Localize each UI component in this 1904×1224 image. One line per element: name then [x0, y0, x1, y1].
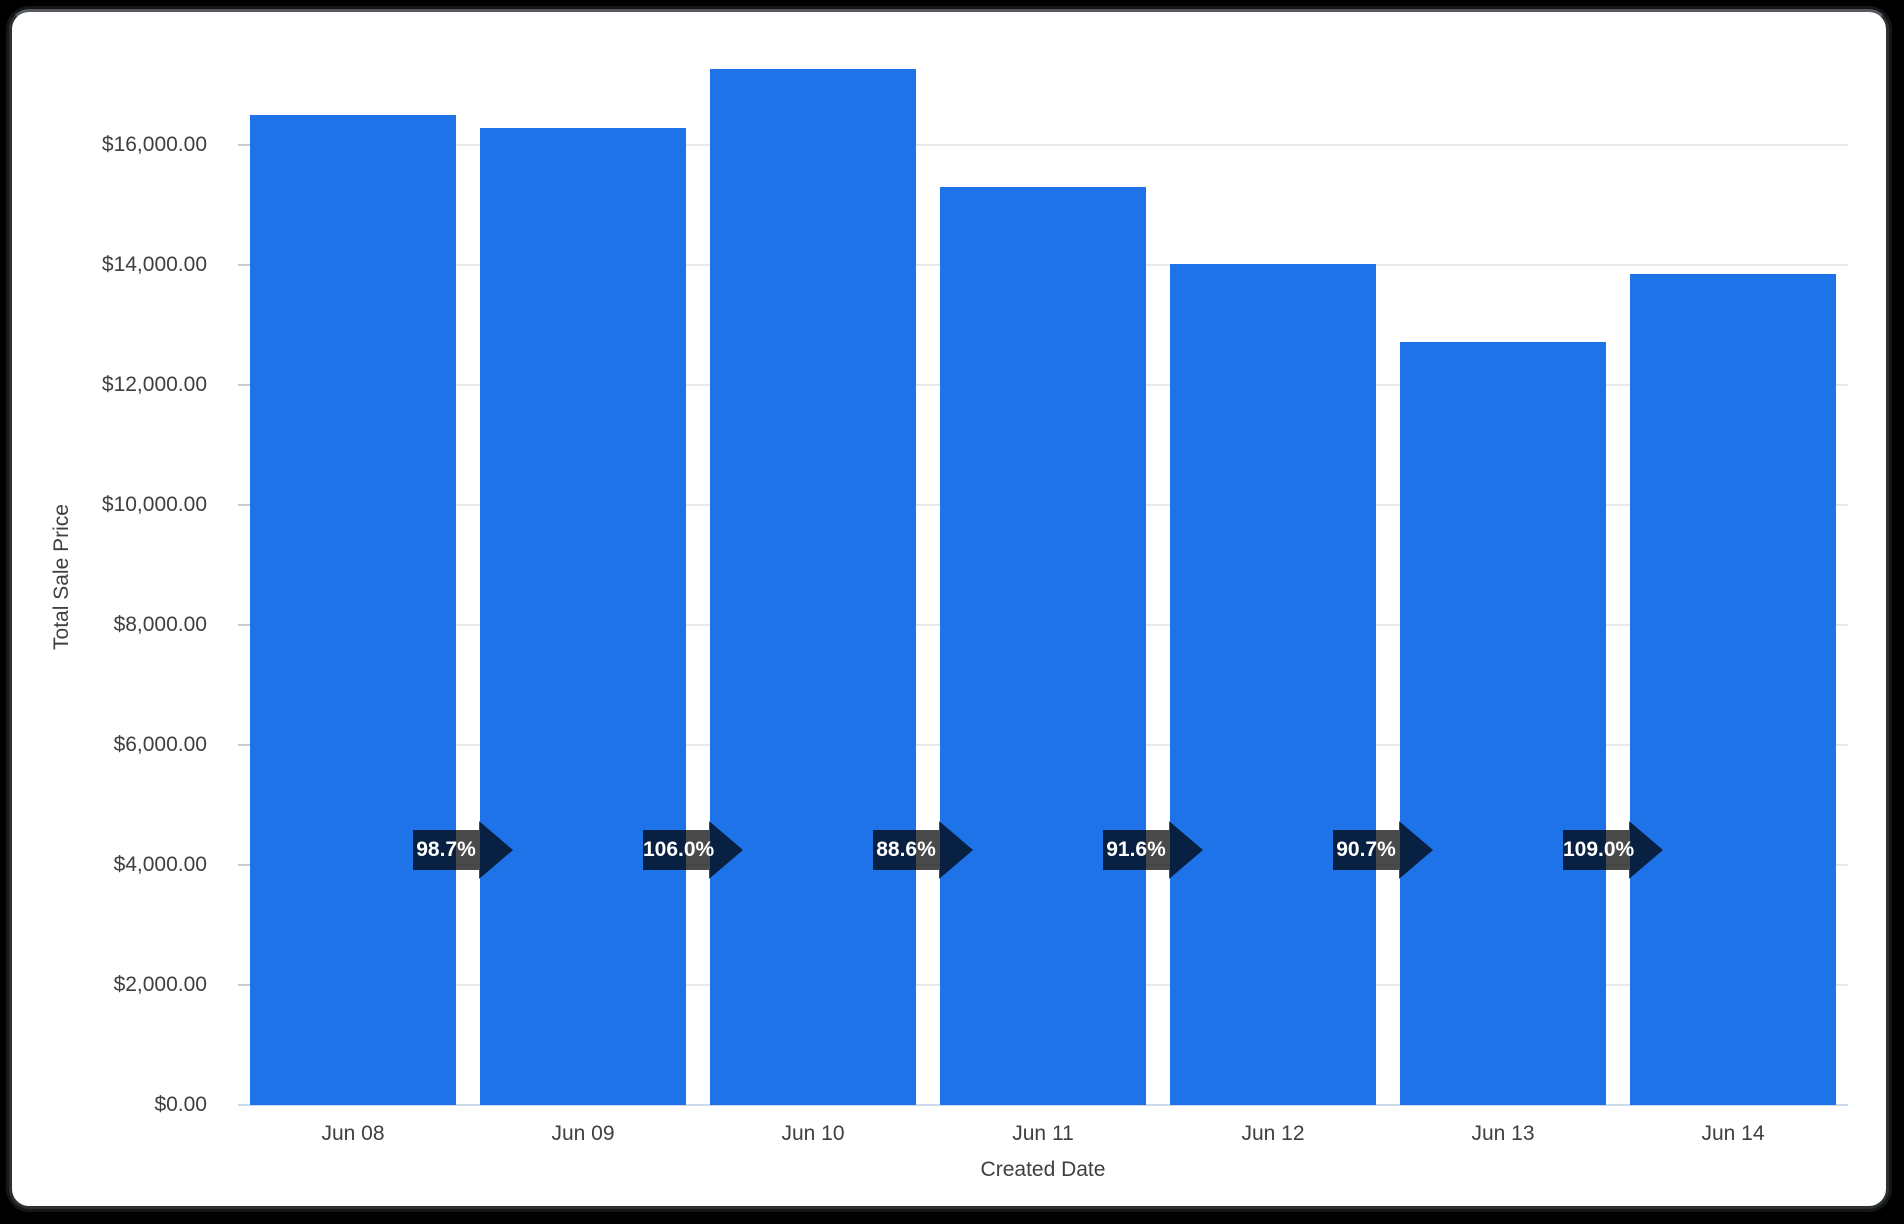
pct-change-arrow: 98.7%: [413, 820, 513, 880]
x-axis-line: [238, 1104, 1848, 1106]
plot-area: [238, 0, 1848, 1106]
y-tick-label: $14,000.00: [101, 253, 207, 276]
pct-change-arrow: 91.6%: [1103, 820, 1203, 880]
y-axis-tick: [238, 504, 251, 506]
pct-change-label: 106.0%: [643, 838, 715, 861]
y-tick-label: $8,000.00: [113, 613, 207, 636]
pct-change-label: 109.0%: [1563, 838, 1635, 861]
y-tick-label: $4,000.00: [113, 853, 207, 876]
x-tick-label: Jun 10: [781, 1122, 845, 1145]
x-tick-label: Jun 11: [1012, 1122, 1074, 1145]
y-tick-label: $0.00: [154, 1093, 207, 1116]
gridline: [238, 144, 1848, 146]
bar-jun-09[interactable]: [480, 128, 686, 1105]
pct-change-arrow: 106.0%: [643, 820, 743, 880]
x-tick-label: Jun 09: [551, 1122, 615, 1145]
bar-jun-14[interactable]: [1630, 274, 1836, 1105]
y-tick-label: $12,000.00: [101, 373, 207, 396]
y-axis-tick: [238, 864, 251, 866]
bar-jun-11[interactable]: [940, 187, 1146, 1105]
pct-change-arrow: 109.0%: [1563, 820, 1663, 880]
y-tick-label: $10,000.00: [101, 493, 207, 516]
arrow-shape-icon: [1563, 821, 1663, 879]
y-tick-label: $16,000.00: [101, 133, 207, 156]
bar-jun-13[interactable]: [1400, 342, 1606, 1105]
y-axis-tick: [238, 384, 251, 386]
pct-change-arrow: 88.6%: [873, 820, 973, 880]
pct-change-label: 90.7%: [1336, 838, 1396, 861]
y-axis-tick: [238, 264, 251, 266]
pct-change-label: 98.7%: [416, 838, 476, 861]
y-axis-tick: [238, 984, 251, 986]
y-axis-tick: [238, 144, 251, 146]
x-tick-label: Jun 12: [1241, 1122, 1305, 1145]
bar-jun-10[interactable]: [710, 69, 916, 1105]
y-tick-label: $6,000.00: [113, 733, 207, 756]
y-tick-label: $2,000.00: [113, 973, 207, 996]
x-axis-title: Created Date: [980, 1158, 1106, 1181]
pct-change-arrow: 90.7%: [1333, 820, 1433, 880]
y-axis-tick: [238, 624, 251, 626]
pct-change-label: 91.6%: [1106, 838, 1166, 861]
x-tick-label: Jun 13: [1471, 1122, 1535, 1145]
bar-jun-12[interactable]: [1170, 264, 1376, 1105]
arrow-shape-icon: [413, 821, 513, 879]
y-axis-tick: [238, 744, 251, 746]
bar-jun-08[interactable]: [250, 115, 456, 1105]
arrow-shape-icon: [873, 821, 973, 879]
arrow-shape-icon: [1333, 821, 1433, 879]
arrow-shape-icon: [1103, 821, 1203, 879]
x-tick-label: Jun 08: [321, 1122, 385, 1145]
arrow-shape-icon: [643, 821, 743, 879]
pct-change-label: 88.6%: [876, 838, 936, 861]
x-tick-label: Jun 14: [1701, 1122, 1765, 1145]
